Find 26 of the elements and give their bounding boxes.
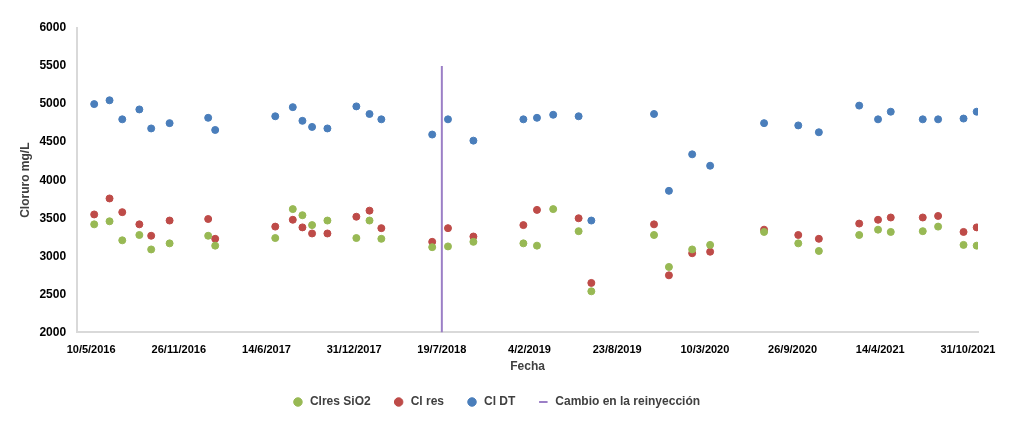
x-tick-label: 10/5/2016 xyxy=(66,343,116,356)
x-tick-label: 31/10/2021 xyxy=(940,343,996,356)
x-tick-label: 23/8/2019 xyxy=(592,343,642,356)
y-tick-label: 4000 xyxy=(39,172,67,187)
x-tick-label: 26/11/2016 xyxy=(151,343,207,356)
legend-label: Cl DT xyxy=(484,394,516,409)
legend-label: Cambio en la reinyección xyxy=(555,394,701,409)
y-axis-title: Cloruro mg/L xyxy=(17,142,32,218)
y-tick-label: 3500 xyxy=(39,210,67,225)
y-tick-label: 2500 xyxy=(39,286,67,301)
legend-label: Cl res xyxy=(410,394,445,409)
x-tick-label: 19/7/2018 xyxy=(417,343,467,356)
y-tick-label: 2000 xyxy=(39,324,67,339)
y-tick-label: 3000 xyxy=(39,248,67,263)
x-tick-label: 31/12/2017 xyxy=(326,343,382,356)
x-tick-label: 4/2/2019 xyxy=(508,343,551,356)
y-tick-label: 5500 xyxy=(39,58,67,73)
legend-label: Clres SiO2 xyxy=(309,394,371,409)
y-tick-label: 5000 xyxy=(39,96,67,111)
x-tick-label: 26/9/2020 xyxy=(768,343,818,356)
x-tick-label: 14/4/2021 xyxy=(855,343,905,356)
y-tick-label: 4500 xyxy=(39,134,67,149)
y-tick-label: 6000 xyxy=(39,20,67,35)
x-tick-label: 14/6/2017 xyxy=(242,343,291,356)
x-tick-label: 10/3/2020 xyxy=(680,343,730,356)
x-axis-title: Fecha xyxy=(510,359,546,374)
